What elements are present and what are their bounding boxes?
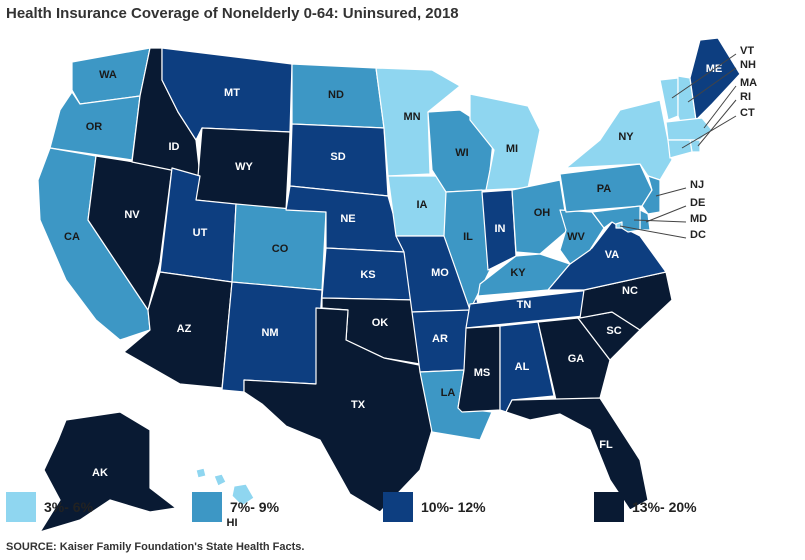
state-ct[interactable] [667, 139, 693, 159]
state-label-az: AZ [177, 323, 192, 335]
state-md[interactable] [591, 205, 641, 233]
state-label-ak: AK [92, 467, 108, 479]
state-label-or: OR [86, 121, 103, 133]
state-ny[interactable] [565, 99, 673, 181]
state-label-nd: ND [328, 89, 344, 101]
state-label-mn: MN [403, 111, 420, 123]
state-label-ca: CA [64, 231, 80, 243]
state-label-co: CO [272, 243, 289, 255]
state-label-ia: IA [417, 199, 428, 211]
legend-label: 10%- 12% [421, 499, 486, 515]
state-label-ne: NE [340, 213, 355, 225]
legend-label: 3%- 6% [44, 499, 94, 515]
state-label-ut: UT [193, 227, 208, 239]
state-ga[interactable] [537, 317, 611, 401]
leader-line-de [645, 205, 687, 223]
legend-swatch [6, 492, 36, 522]
state-label-mo: MO [431, 267, 449, 279]
state-label-md: MD [690, 213, 707, 225]
state-label-nh: NH [740, 59, 756, 71]
state-label-il: IL [463, 231, 473, 243]
state-label-ar: AR [432, 333, 448, 345]
state-ak[interactable] [39, 411, 177, 533]
leader-line-dc [619, 225, 687, 239]
legend-item-10-12: 10%- 12% [383, 492, 486, 522]
state-label-tx: TX [351, 399, 366, 411]
state-label-nc: NC [622, 285, 638, 297]
state-label-de: DE [690, 197, 705, 209]
state-label-mt: MT [224, 87, 240, 99]
state-label-ga: GA [568, 353, 585, 365]
legend-swatch [594, 492, 624, 522]
state-label-al: AL [515, 361, 530, 373]
state-label-in: IN [495, 223, 506, 235]
state-tx[interactable] [243, 307, 433, 513]
state-label-va: VA [605, 249, 620, 261]
leader-line-nh [687, 67, 737, 103]
state-ma[interactable] [665, 117, 713, 141]
state-label-wa: WA [99, 69, 117, 81]
state-label-sd: SD [330, 151, 345, 163]
legend-swatch [192, 492, 222, 522]
leader-line-nj [655, 187, 687, 197]
state-label-ct: CT [740, 107, 755, 119]
legend-label: 7%- 9% [230, 499, 280, 515]
legend-label: 13%- 20% [632, 499, 697, 515]
legend-item-13-20: 13%- 20% [594, 492, 697, 522]
source-note: SOURCE: Kaiser Family Foundation's State… [6, 541, 305, 553]
leader-line-ri [697, 99, 737, 147]
legend-item-3-6: 3%- 6% [6, 492, 93, 522]
state-label-nj: NJ [690, 179, 704, 191]
state-label-ky: KY [510, 267, 526, 279]
state-label-id: ID [169, 141, 180, 153]
state-va[interactable] [547, 221, 667, 291]
legend: 3%- 6% 7%- 9% 10%- 12% 13%- 20% [0, 492, 805, 532]
state-label-ny: NY [618, 131, 634, 143]
leader-line-ma [703, 85, 737, 129]
legend-item-7-9: 7%- 9% [192, 492, 279, 522]
state-hi[interactable] [195, 467, 255, 507]
state-label-ok: OK [372, 317, 389, 329]
leader-line-md [633, 219, 687, 223]
state-label-fl: FL [599, 439, 613, 451]
state-me[interactable] [689, 37, 741, 121]
state-label-ma: MA [740, 77, 757, 89]
state-oh[interactable] [511, 179, 569, 255]
state-label-mi: MI [506, 143, 518, 155]
state-label-wy: WY [235, 161, 253, 173]
state-mi[interactable] [469, 93, 541, 191]
state-label-ks: KS [360, 269, 375, 281]
legend-swatch [383, 492, 413, 522]
state-label-wi: WI [455, 147, 468, 159]
state-label-wv: WV [567, 231, 585, 243]
state-label-vt: VT [740, 45, 754, 57]
state-label-dc: DC [690, 229, 706, 241]
state-mn[interactable] [375, 67, 461, 177]
state-label-pa: PA [597, 183, 612, 195]
state-label-sc: SC [606, 325, 621, 337]
map-title: Health Insurance Coverage of Nonelderly … [6, 5, 459, 22]
state-label-ri: RI [740, 91, 751, 103]
state-label-la: LA [441, 387, 456, 399]
leader-line-ct [681, 115, 737, 149]
state-label-ms: MS [474, 367, 491, 379]
leader-line-vt [671, 53, 737, 99]
state-fl[interactable] [505, 397, 649, 511]
state-label-nm: NM [261, 327, 278, 339]
state-label-tn: TN [517, 299, 532, 311]
state-label-oh: OH [534, 207, 551, 219]
state-label-hi: HI [227, 517, 238, 529]
state-label-nv: NV [124, 209, 140, 221]
